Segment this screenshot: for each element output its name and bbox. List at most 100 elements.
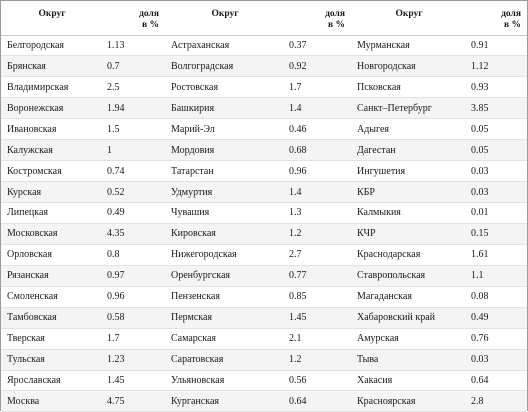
table-row: Московская 4.35 Кировская 1.2 КЧР 0.15 [1,223,527,245]
header-share-2-line1: доля [325,9,345,19]
region-share-cell: 0.68 [285,139,351,162]
header-region-1: Округ [1,1,103,36]
region-share-cell: 0.49 [103,202,165,224]
region-share-cell: 0.92 [285,55,351,78]
region-share-cell: 0.37 [285,35,351,57]
region-name-cell: Саратовская [165,349,285,371]
header-share-1-line2: в % [141,20,159,30]
region-share-cell: 0.85 [285,286,351,308]
header-region-2: Округ [165,1,285,36]
table-row: Костромская 0.74 Татарстан 0.96 Ингушетия 0.0… [1,160,527,183]
region-name-cell: Ульяновская [165,370,285,392]
region-share-cell: 1.12 [467,55,527,78]
region-name-cell: КБР [351,181,467,203]
region-share-cell: 0.64 [467,370,527,392]
region-share-cell: 0.97 [103,265,165,287]
region-name-cell: Башкирия [165,97,285,120]
region-name-cell: Курская [1,181,103,203]
table-row: Белгородская 1.13 Астраханская 0.37 Мурманск… [1,35,527,57]
region-share-cell: 0.8 [103,244,165,266]
region-name-cell: Орловская [1,244,103,266]
region-share-cell: 0.03 [467,160,527,183]
region-name-cell: Астраханская [165,35,285,57]
region-name-cell: Брянская [1,55,103,78]
region-share-cell: 0.05 [467,118,527,141]
region-share-cell: 1.94 [103,97,165,120]
region-name-cell: Чувашия [165,202,285,224]
header-share-3-line2: в % [503,20,521,30]
region-name-cell: Самарская [165,328,285,350]
region-share-cell: 0.52 [103,181,165,203]
region-name-cell: Ставропольская [351,265,467,287]
table-row: Брянская 0.7 Волгоградская 0.92 Новгородская… [1,55,527,78]
table-row: Тамбовская 0.58 Пермская 1.45 Хабаровский кр… [1,307,527,329]
region-name-cell: Москва [1,390,103,412]
region-share-cell: 1.2 [285,223,351,245]
region-name-cell: Тверская [1,328,103,350]
region-name-cell: КЧР [351,223,467,245]
region-name-cell: Псковская [351,76,467,99]
region-name-cell: Воронежская [1,97,103,120]
table-row: Ярославская 1.45 Ульяновская 0.56 Хакасия 0.6… [1,370,527,392]
region-share-cell: 1 [103,139,165,162]
region-share-cell: 0.56 [285,370,351,392]
header-share-1: доля в % [103,1,165,36]
header-share-2-line2: в % [327,20,345,30]
region-share-cell: 2.8 [467,390,527,412]
region-name-cell: Пензенская [165,286,285,308]
region-name-cell: Волгоградская [165,55,285,78]
region-share-cell: 0.46 [285,118,351,141]
table-row: Рязанская 0.97 Оренбургская 0.77 Ставропольс… [1,265,527,287]
region-name-cell: Ингушетия [351,160,467,183]
region-share-cell: 4.75 [103,390,165,412]
region-name-cell: Марий-Эл [165,118,285,141]
region-name-cell: Тыва [351,349,467,371]
region-name-cell: Ростовская [165,76,285,99]
header-share-3: доля в % [467,1,527,36]
region-name-cell: Рязанская [1,265,103,287]
region-share-cell: 0.96 [285,160,351,183]
region-name-cell: Красноярская [351,390,467,412]
region-name-cell: Хабаровский край [351,307,467,329]
table-row: Тверская 1.7 Самарская 2.1 Амурская 0.76 [1,328,527,350]
region-share-cell: 1.5 [103,118,165,141]
region-name-cell: Калужская [1,139,103,162]
header-region-3: Округ [351,1,467,36]
table-row: Смоленская 0.96 Пензенская 0.85 Магаданская 0… [1,286,527,308]
region-share-cell: 1.13 [103,35,165,57]
region-name-cell: Смоленская [1,286,103,308]
region-name-cell: Мордовия [165,139,285,162]
region-share-cell: 0.93 [467,76,527,99]
region-share-cell: 2.7 [285,244,351,266]
header-share-2: доля в % [285,1,351,36]
table-row: Липецкая 0.49 Чувашия 1.3 Калмыкия 0.01 [1,202,527,224]
region-name-cell: Липецкая [1,202,103,224]
region-name-cell: Мурманская [351,35,467,57]
region-share-cell: 0.64 [285,390,351,412]
region-share-cell: 1.2 [285,349,351,371]
region-share-cell: 0.91 [467,35,527,57]
region-share-cell: 0.58 [103,307,165,329]
table-row: Орловская 0.8 Нижегородская 2.7 Краснодарска… [1,244,527,266]
table-row: Москва 4.75 Курганская 0.64 Красноярская 2.8 [1,390,527,412]
region-name-cell: Пермская [165,307,285,329]
table-row: Воронежская 1.94 Башкирия 1.4 Санкт–Петербур… [1,97,527,120]
region-share-cell: 0.08 [467,286,527,308]
region-name-cell: Хакасия [351,370,467,392]
region-name-cell: Ивановская [1,118,103,141]
region-share-cell: 1.7 [103,328,165,350]
region-name-cell: Амурская [351,328,467,350]
region-share-cell: 0.96 [103,286,165,308]
region-name-cell: Московская [1,223,103,245]
region-share-cell: 0.76 [467,328,527,350]
region-share-cell: 1.23 [103,349,165,371]
region-share-cell: 1.4 [285,181,351,203]
region-name-cell: Владимирская [1,76,103,99]
header-row: Округ доля в % Округ доля в % Округ доля в … [1,1,527,36]
region-share-cell: 1.45 [103,370,165,392]
table-body: Белгородская 1.13 Астраханская 0.37 Мурманск… [1,35,527,412]
region-share-cell: 0.15 [467,223,527,245]
region-name-cell: Курганская [165,390,285,412]
